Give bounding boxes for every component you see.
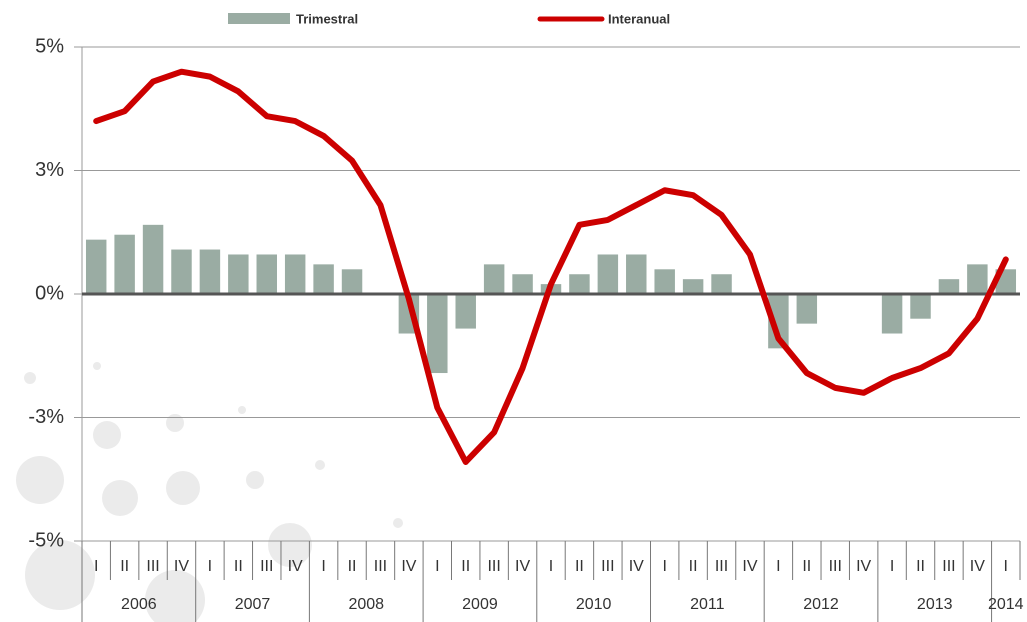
year-label: 2007 <box>235 596 271 613</box>
x-tick-label: I <box>662 558 666 575</box>
bar <box>682 279 704 294</box>
year-label: 2009 <box>462 596 498 613</box>
x-tick-label: I <box>435 558 439 575</box>
x-tick-label: II <box>348 558 357 575</box>
bar <box>938 279 960 294</box>
x-tick-label: II <box>916 558 925 575</box>
bar <box>114 234 135 294</box>
x-tick-label: IV <box>970 558 985 575</box>
x-tick-label: IV <box>288 558 303 575</box>
legend-label: Trimestral <box>296 11 358 26</box>
x-tick-label: I <box>890 558 894 575</box>
y-tick-label: -3% <box>28 406 64 428</box>
y-tick-label: 5% <box>35 35 64 57</box>
x-tick-label: I <box>94 558 98 575</box>
x-tick-label: II <box>120 558 129 575</box>
x-tick-label: II <box>461 558 470 575</box>
y-tick-label: 3% <box>35 159 64 181</box>
bar <box>910 294 931 319</box>
x-tick-label: II <box>802 558 811 575</box>
bar <box>199 249 221 294</box>
x-tick-label: I <box>776 558 780 575</box>
bar <box>85 239 107 294</box>
x-tick-label: I <box>549 558 553 575</box>
y-tick-label: -5% <box>28 529 64 551</box>
x-tick-label: III <box>942 558 955 575</box>
x-tick-label: III <box>829 558 842 575</box>
bar <box>483 264 505 294</box>
bar <box>142 224 164 294</box>
x-tick-label: IV <box>515 558 530 575</box>
bar <box>597 254 619 294</box>
bar <box>427 294 448 374</box>
x-tick-label: IV <box>174 558 189 575</box>
x-tick-label: III <box>487 558 500 575</box>
x-tick-label: II <box>689 558 698 575</box>
x-tick-label: III <box>146 558 159 575</box>
bar <box>228 254 249 294</box>
bar <box>313 264 334 294</box>
bar <box>284 254 306 294</box>
x-tick-label: II <box>575 558 584 575</box>
x-tick-label: IV <box>856 558 871 575</box>
bar <box>455 294 476 329</box>
bar <box>341 269 363 294</box>
bar <box>796 294 818 324</box>
year-label: 2013 <box>917 596 953 613</box>
year-label: 2011 <box>690 596 725 613</box>
year-label: 2012 <box>803 596 839 613</box>
bar <box>768 294 789 349</box>
year-label: 2010 <box>576 596 612 613</box>
year-label: 2006 <box>121 596 157 613</box>
bar <box>967 264 988 294</box>
x-tick-label: III <box>715 558 728 575</box>
bar <box>569 274 590 294</box>
bar <box>626 254 647 294</box>
x-tick-label: I <box>321 558 325 575</box>
x-tick-label: IV <box>742 558 757 575</box>
y-tick-label: 0% <box>35 282 64 304</box>
x-tick-label: I <box>1004 558 1008 575</box>
x-tick-label: IV <box>629 558 644 575</box>
year-label: 2008 <box>348 596 384 613</box>
x-tick-label: III <box>374 558 387 575</box>
year-label: 2014 <box>988 596 1024 613</box>
bar <box>512 274 533 294</box>
x-tick-label: I <box>208 558 212 575</box>
bar <box>654 269 675 294</box>
line <box>93 68 1009 465</box>
x-tick-label: III <box>601 558 614 575</box>
bar <box>171 249 192 294</box>
legend-label: Interanual <box>608 11 670 26</box>
legend-swatch <box>228 13 290 24</box>
bar <box>256 254 277 294</box>
x-tick-label: II <box>234 558 243 575</box>
bar <box>711 274 732 294</box>
background-dots <box>16 362 403 622</box>
x-tick-label: IV <box>401 558 416 575</box>
x-tick-label: III <box>260 558 273 575</box>
bar <box>881 294 903 334</box>
